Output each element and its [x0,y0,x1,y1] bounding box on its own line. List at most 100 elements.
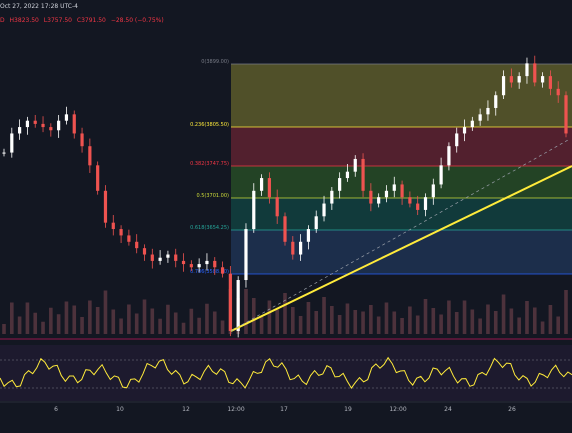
time-tick-label: 17 [280,406,288,413]
candle-body [361,158,365,191]
candle-body [338,178,342,191]
candle-body [540,76,545,83]
candle-body [189,264,193,268]
volume-bar [197,317,201,334]
candle-body [486,107,490,115]
candle-body [18,127,22,134]
candle-body [33,120,37,124]
volume-bar [376,316,381,334]
volume-bar [330,306,334,334]
candle-body [322,203,326,217]
candle-body [119,229,123,236]
candle-body [275,197,279,217]
candle-body [556,88,560,96]
volume-bar [119,318,123,334]
time-tick-label: 24 [444,406,452,413]
candle-body [384,190,389,198]
candle-body [41,123,45,128]
candle-body [135,241,139,249]
candle-body [400,184,404,198]
volume-bar [345,303,350,334]
time-tick-label: 6 [54,406,58,413]
fib-level-label: 0.786(3588.50) [190,269,229,275]
volume-bar [439,314,443,334]
candle-body [236,280,240,331]
time-tick-label: 12:00 [227,406,244,413]
fib-retracement[interactable]: 0(3899.00) 0.236(3805.50) 0.382(3747.75) 0.… [190,59,572,275]
fib-level-label: 0.382(3747.75) [190,161,229,167]
trend-line[interactable] [230,165,572,332]
volume-bar [251,298,256,334]
volume-bar [158,318,162,334]
candle-body [174,254,178,261]
volume-bar [486,304,490,334]
candle-body [150,254,154,261]
volume-bar [369,305,373,334]
candle-body [455,133,459,147]
volume-bar [353,310,358,334]
candle-body [197,264,201,268]
fib-band [231,198,572,230]
candle-body [158,257,162,261]
volume-bar [462,300,467,334]
candle-body [283,216,287,242]
oscillator-line [0,356,572,390]
candle-body [314,216,318,230]
candle-body [330,190,334,204]
volume-bar [548,305,553,334]
volume-bar [134,313,139,334]
change-value: −28.50 (−0.75%) [110,17,164,24]
volume-bar [392,311,397,334]
volume-bar [111,309,116,334]
volume-bar [88,300,92,334]
candle-body [392,184,396,191]
candle-body [96,165,100,191]
candle-body [267,178,271,198]
candle-body [494,95,498,108]
candle-body [525,63,529,77]
candle-body [142,248,147,255]
volume-bar [454,312,459,334]
candles [2,55,568,338]
volume-bar [400,318,404,334]
volume-bar [564,290,568,334]
volume-bar [205,303,209,334]
time-axis: 6 10 12 12:00 17 19 12:00 24 26 [54,406,516,413]
candle-body [423,197,428,210]
candle-body [2,152,6,154]
time-tick-label: 26 [508,406,516,413]
candle-body [509,76,513,83]
candle-body [244,229,248,281]
candle-body [252,190,256,230]
volume-bar [298,316,303,334]
volume-bar [17,316,22,334]
volume-bar [423,299,428,334]
volume-bar [189,308,194,334]
candle-body [462,127,467,134]
candle-body [127,235,131,242]
volume-bar [384,302,389,334]
candle-body [49,127,53,131]
candle-body [291,241,295,255]
candle-body [517,76,521,83]
volume-bar [103,290,108,334]
volume-bar [447,300,451,334]
candle-body [64,114,69,121]
volume-bar [337,315,342,334]
datetime-label: Oct 27, 2022 17:28 UTC-4 [0,3,78,10]
volume-bar [283,293,287,334]
volume-bar [33,312,38,334]
volume-bar [220,320,225,334]
volume-bar [166,304,170,334]
candle-body [369,190,373,204]
candle-body [111,222,115,230]
candle-body [306,229,311,242]
candle-body [166,254,170,258]
volume-bar [49,307,53,334]
indicator-letter: D [0,17,5,24]
volume-bar [142,299,147,334]
candle-body [181,260,186,265]
candle-body [501,76,506,96]
fib-level-label: 0(3899.00) [201,59,229,65]
